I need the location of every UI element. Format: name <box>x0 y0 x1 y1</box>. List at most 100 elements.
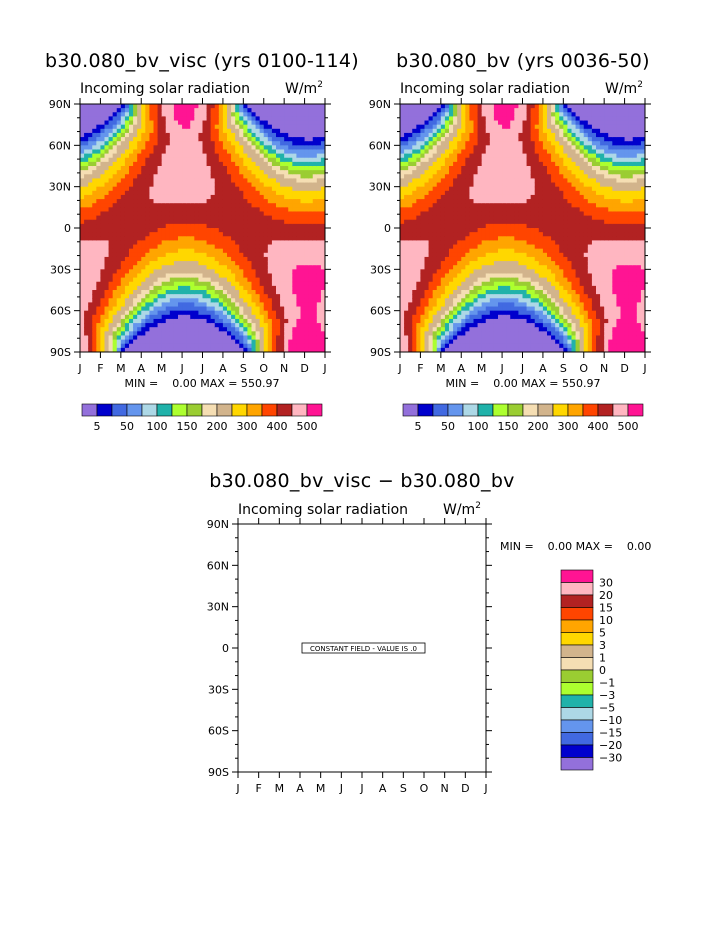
contour-cell <box>420 335 426 341</box>
contour-cell <box>465 128 471 134</box>
contour-cell <box>161 343 167 349</box>
contour-cell <box>276 157 281 163</box>
contour-cell <box>153 203 159 208</box>
contour-cell <box>428 298 434 303</box>
contour-cell <box>227 343 232 349</box>
contour-cell <box>271 335 277 341</box>
contour-cell <box>469 170 475 175</box>
contour-cell <box>104 294 110 299</box>
contour-cell <box>112 178 118 184</box>
contour-cell <box>481 215 487 221</box>
contour-cell <box>288 166 293 171</box>
contour-cell <box>292 104 298 109</box>
contour-cell <box>129 331 134 337</box>
contour-cell <box>424 157 430 163</box>
contour-cell <box>308 244 314 250</box>
contour-cell <box>243 132 249 138</box>
contour-cell <box>190 145 195 151</box>
contour-cell <box>288 294 293 299</box>
contour-cell <box>178 261 183 266</box>
contour-cell <box>165 285 171 291</box>
contour-cell <box>243 335 249 341</box>
panel-visc-colorbar-label: 500 <box>297 420 318 433</box>
contour-cell <box>271 285 277 291</box>
contour-cell <box>169 211 175 217</box>
contour-cell <box>112 190 118 196</box>
contour-cell <box>424 277 430 283</box>
contour-cell <box>239 207 244 213</box>
contour-cell <box>251 223 257 229</box>
contour-cell <box>186 207 191 213</box>
contour-cell <box>141 145 146 151</box>
contour-cell <box>320 203 325 208</box>
contour-cell <box>255 265 261 270</box>
contour-cell <box>157 141 163 146</box>
contour-cell <box>112 302 118 308</box>
contour-cell <box>165 302 171 308</box>
contour-cell <box>481 244 487 250</box>
contour-cell <box>190 203 195 208</box>
contour-cell <box>449 190 454 196</box>
contour-cell <box>428 228 434 233</box>
contour-cell <box>255 281 261 287</box>
contour-cell <box>161 335 167 341</box>
contour-cell <box>120 285 126 291</box>
contour-cell <box>436 306 442 312</box>
contour-cell <box>316 232 322 237</box>
contour-cell <box>300 174 306 179</box>
contour-cell <box>124 170 130 175</box>
contour-cell <box>296 166 302 171</box>
contour-cell <box>169 223 175 229</box>
contour-cell <box>412 281 417 287</box>
contour-cell <box>288 112 293 117</box>
contour-cell <box>116 104 122 109</box>
contour-cell <box>271 277 277 283</box>
contour-cell <box>432 339 438 345</box>
contour-cell <box>477 178 483 184</box>
contour-cell <box>202 199 208 204</box>
contour-cell <box>267 277 273 283</box>
contour-cell <box>280 223 285 229</box>
contour-cell <box>263 161 269 167</box>
contour-cell <box>218 290 224 295</box>
contour-cell <box>153 290 159 295</box>
contour-cell <box>259 137 265 142</box>
contour-cell <box>173 327 179 332</box>
contour-cell <box>304 194 310 200</box>
contour-cell <box>235 285 240 291</box>
contour-cell <box>432 232 438 237</box>
contour-cell <box>251 323 257 328</box>
contour-cell <box>84 141 89 146</box>
contour-cell <box>288 137 293 142</box>
contour-cell <box>457 153 462 159</box>
contour-cell <box>218 166 224 171</box>
contour-cell <box>288 108 293 113</box>
contour-cell <box>440 302 446 308</box>
contour-cell <box>133 124 138 130</box>
contour-cell <box>416 236 422 241</box>
contour-cell <box>88 203 93 208</box>
contour-cell <box>292 108 298 113</box>
contour-cell <box>88 339 93 345</box>
contour-cell <box>120 290 126 295</box>
contour-cell <box>408 112 413 117</box>
contour-cell <box>259 323 265 328</box>
contour-cell <box>457 170 462 175</box>
contour-cell <box>424 186 430 192</box>
contour-cell <box>312 223 318 229</box>
contour-cell <box>231 149 236 155</box>
contour-cell <box>206 269 212 275</box>
contour-cell <box>267 137 273 142</box>
contour-cell <box>473 228 479 233</box>
contour-cell <box>210 161 216 167</box>
contour-cell <box>469 261 475 266</box>
contour-cell <box>80 290 85 295</box>
contour-cell <box>231 120 236 126</box>
contour-cell <box>112 269 118 275</box>
contour-cell <box>186 104 191 109</box>
contour-cell <box>271 137 277 142</box>
contour-cell <box>210 277 216 283</box>
contour-cell <box>259 120 265 126</box>
contour-cell <box>84 108 89 113</box>
contour-cell <box>96 215 102 221</box>
